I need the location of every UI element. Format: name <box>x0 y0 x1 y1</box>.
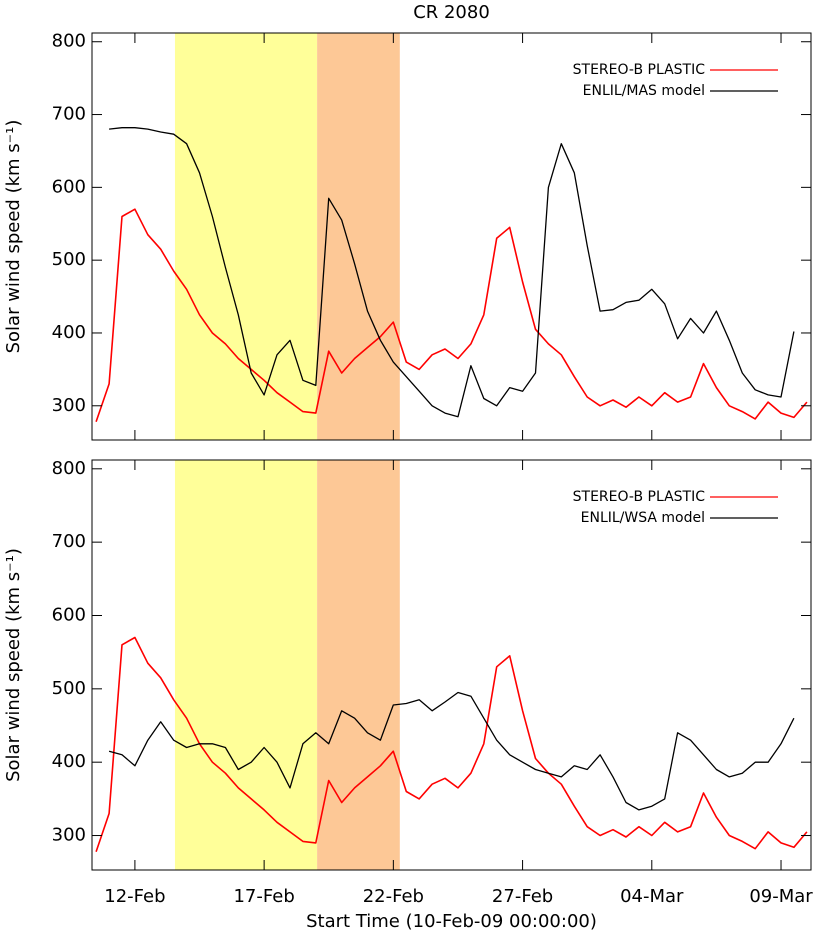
y-tick-label: 400 <box>52 751 86 772</box>
y-tick-label: 700 <box>52 531 86 552</box>
y-tick-label: 700 <box>52 104 86 125</box>
plot-frame <box>91 459 812 871</box>
data-line <box>95 208 808 423</box>
y-axis-label: Solar wind speed (km s⁻¹) <box>3 120 24 354</box>
x-tick-label: 17-Feb <box>233 886 294 907</box>
chart-title: CR 2080 <box>413 2 490 23</box>
legend-label: ENLIL/WSA model <box>581 510 705 526</box>
x-tick-label: 22-Feb <box>363 886 424 907</box>
y-tick-label: 800 <box>52 458 86 479</box>
y-tick-label: 500 <box>52 249 86 270</box>
lines <box>95 636 808 852</box>
x-tick-label: 12-Feb <box>104 886 165 907</box>
shaded-region <box>174 460 318 870</box>
data-line <box>109 127 795 418</box>
plot-frame <box>91 32 812 441</box>
legend: STEREO-B PLASTIC ENLIL/MAS model <box>573 62 778 99</box>
y-tick-label: 600 <box>52 604 86 625</box>
x-tick-label: 27-Feb <box>492 886 553 907</box>
panel: 300 400 500 600 700 800 12-Feb 17-Feb 22-Feb 27-F… <box>3 458 813 932</box>
legend: STEREO-B PLASTIC ENLIL/WSA model <box>573 489 778 526</box>
lines <box>95 127 808 423</box>
y-tick-label: 600 <box>52 176 86 197</box>
panel: 300 400 500 600 700 800 Solar wind speed (km s… <box>3 2 812 441</box>
shaded-region <box>174 33 318 440</box>
x-tick-label: 04-Mar <box>620 886 684 907</box>
legend-label: STEREO-B PLASTIC <box>573 489 706 505</box>
x-tick-label: 09-Mar <box>749 886 813 907</box>
legend-label: STEREO-B PLASTIC <box>573 62 706 78</box>
data-line <box>108 691 795 811</box>
y-tick-label: 300 <box>52 395 86 416</box>
data-line <box>95 636 808 852</box>
y-tick-label: 300 <box>52 825 86 846</box>
y-tick-label: 800 <box>52 31 86 52</box>
y-axis-label: Solar wind speed (km s⁻¹) <box>3 548 24 782</box>
x-axis-label: Start Time (10-Feb-09 00:00:00) <box>306 911 597 932</box>
shaded-region <box>317 460 400 870</box>
y-tick-label: 400 <box>52 322 86 343</box>
shaded-region <box>317 33 400 440</box>
y-tick-label: 500 <box>52 678 86 699</box>
legend-label: ENLIL/MAS model <box>583 83 705 99</box>
